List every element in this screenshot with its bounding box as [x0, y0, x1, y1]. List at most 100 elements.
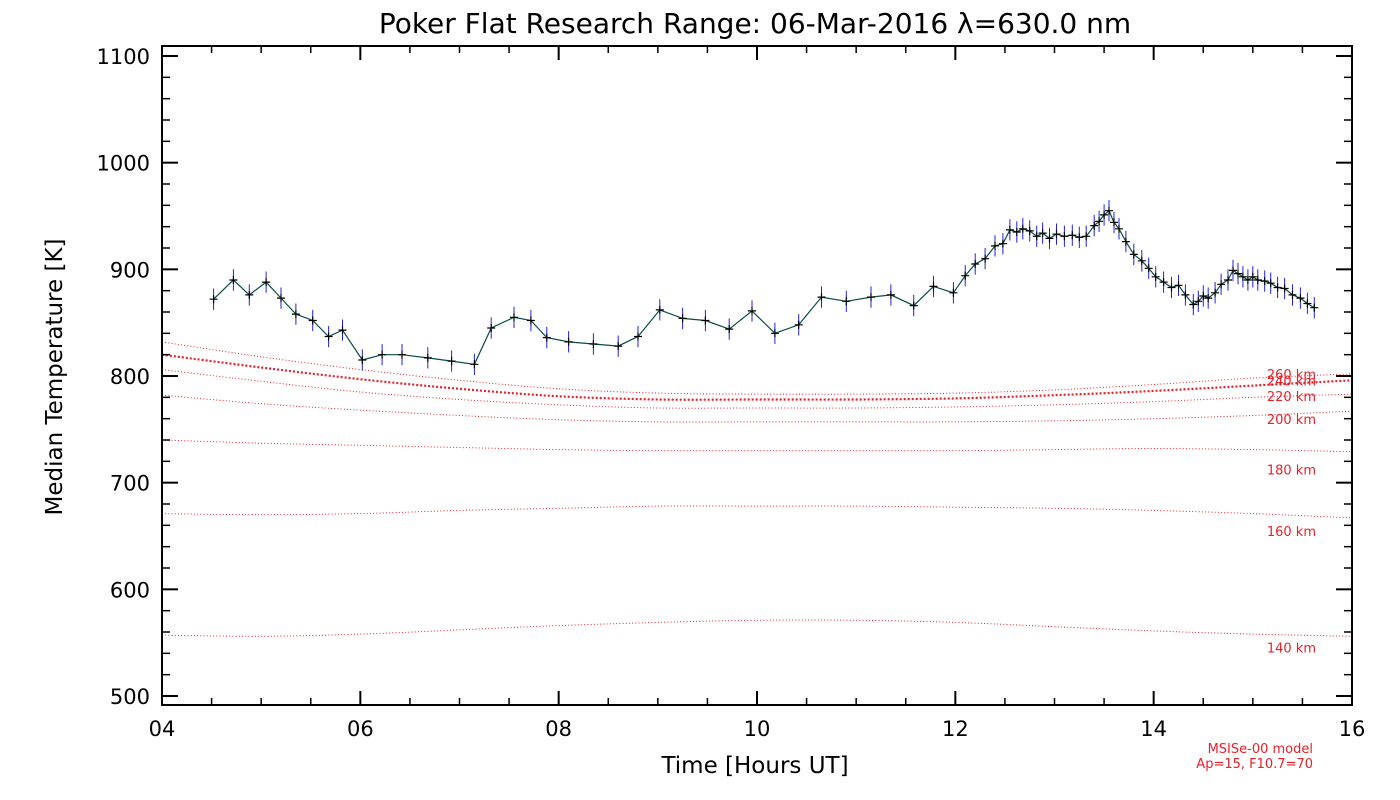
data-point	[1260, 277, 1269, 286]
x-tick-label: 08	[545, 717, 572, 741]
y-tick-label: 500	[110, 685, 150, 709]
data-point	[961, 271, 970, 280]
data-point	[1045, 234, 1054, 243]
data-point	[209, 295, 218, 304]
data-point	[1025, 226, 1034, 235]
data-point	[981, 254, 990, 263]
data-point	[867, 293, 875, 302]
data-point	[1121, 237, 1130, 246]
model-curve-140km	[161, 619, 1353, 637]
model-label-220km: 220 km	[1267, 390, 1316, 405]
data-point	[634, 332, 642, 341]
y-axis-label: Median Temperature [K]	[42, 239, 68, 516]
data-point	[614, 342, 623, 351]
data-point	[1038, 229, 1047, 238]
data-point	[447, 357, 456, 366]
data-point	[262, 278, 271, 287]
data-point	[1303, 299, 1312, 308]
data-point	[245, 290, 254, 299]
model-label-260km: 260 km	[1267, 368, 1316, 383]
data-point	[1199, 292, 1208, 300]
model-label-180km: 180 km	[1267, 464, 1316, 479]
y-tick-label: 600	[110, 578, 150, 602]
data-point	[1167, 283, 1176, 292]
data-point	[842, 297, 851, 306]
model-label-200km: 200 km	[1267, 413, 1316, 428]
data-point	[1095, 217, 1104, 226]
data-point	[1159, 278, 1168, 287]
model-parameters: Ap=15, F10.7=70	[1196, 757, 1313, 772]
model-annotation: MSISe-00 model	[1208, 742, 1313, 757]
data-point	[338, 326, 347, 335]
data-point	[1194, 297, 1203, 306]
data-point	[701, 316, 710, 325]
data-point	[1137, 256, 1146, 265]
data-point	[1151, 272, 1160, 281]
measurement-series	[209, 200, 1319, 375]
data-point	[1189, 300, 1198, 309]
data-point	[1068, 231, 1077, 240]
data-point	[1115, 224, 1123, 233]
temperature-line	[213, 209, 1315, 365]
data-point	[971, 260, 980, 268]
x-axis-label: Time [Hours UT]	[660, 753, 848, 779]
data-point	[770, 329, 779, 338]
data-point	[1243, 276, 1252, 284]
data-point	[1082, 232, 1091, 241]
data-point	[1266, 279, 1275, 288]
y-tick-label: 900	[110, 258, 150, 282]
data-point	[1229, 266, 1237, 275]
model-label-160km: 160 km	[1267, 525, 1316, 540]
data-point	[1012, 228, 1021, 236]
data-point	[817, 293, 826, 302]
data-point	[949, 288, 958, 297]
data-point	[1129, 250, 1138, 259]
data-point	[358, 356, 367, 364]
x-tick-label: 12	[942, 717, 969, 741]
model-curve-200km	[161, 394, 1353, 423]
data-point	[909, 301, 918, 310]
data-point	[678, 314, 687, 323]
data-point	[589, 340, 598, 348]
data-point	[1288, 290, 1297, 299]
data-point	[1248, 272, 1257, 281]
data-point	[1005, 225, 1014, 234]
model-curve-240km	[161, 353, 1353, 401]
data-point	[1211, 288, 1220, 297]
y-tick-label: 700	[110, 472, 150, 496]
x-tick-label: 04	[149, 717, 176, 741]
data-point	[1174, 281, 1183, 290]
data-point	[542, 333, 551, 342]
data-point	[1052, 230, 1061, 239]
data-point	[1075, 233, 1084, 242]
data-point	[1310, 303, 1319, 312]
data-point	[526, 316, 535, 325]
data-point	[229, 276, 238, 284]
data-point	[655, 305, 664, 314]
data-point	[324, 332, 333, 341]
data-point	[929, 282, 938, 291]
data-point	[277, 294, 285, 303]
data-point	[308, 316, 317, 325]
data-point	[1296, 294, 1305, 303]
data-point	[1090, 221, 1099, 230]
data-point	[886, 290, 895, 299]
data-point	[991, 241, 999, 250]
data-point	[423, 353, 432, 362]
data-point	[487, 324, 496, 332]
x-tick-label: 16	[1339, 717, 1366, 741]
data-point	[748, 306, 756, 315]
data-point	[1204, 294, 1213, 303]
y-tick-label: 1000	[97, 152, 150, 176]
data-point	[1032, 232, 1041, 241]
data-point	[1238, 272, 1247, 281]
data-point	[1018, 224, 1027, 233]
data-point	[725, 325, 734, 334]
y-tick-label: 1100	[97, 45, 150, 69]
data-point	[1181, 290, 1190, 299]
data-point	[470, 360, 479, 369]
data-point	[1253, 276, 1262, 284]
chart-title: Poker Flat Research Range: 06-Mar-2016 λ…	[379, 7, 1131, 40]
